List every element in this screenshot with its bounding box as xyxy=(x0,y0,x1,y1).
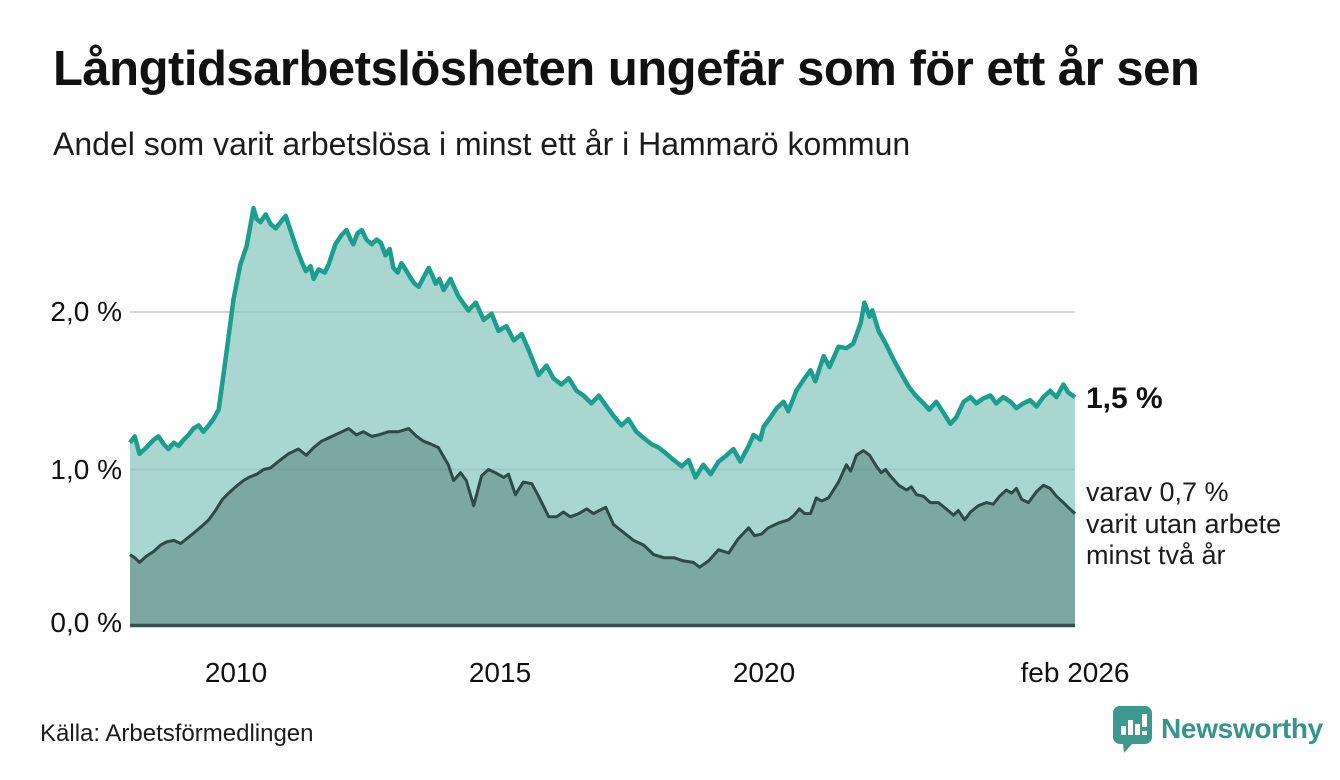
secondary-annotation: varav 0,7 % varit utan arbete minst två … xyxy=(1086,477,1281,572)
secondary-annotation-line-2: varit utan arbete xyxy=(1086,508,1282,539)
x-axis-label-2020: 2020 xyxy=(732,657,796,688)
chart-title: Långtidsarbetslösheten ungefär som för e… xyxy=(53,42,1200,96)
secondary-annotation-line-3: minst två år xyxy=(1086,540,1226,570)
x-axis-label-feb-2026: feb 2026 xyxy=(1020,657,1130,688)
newsworthy-wordmark: Newsworthy xyxy=(1161,713,1323,744)
y-axis-label-0pct: 0,0 % xyxy=(50,607,122,638)
series-2yr-area xyxy=(130,428,1075,627)
chart-subtitle: Andel som varit arbetslösa i minst ett å… xyxy=(53,126,911,162)
newsworthy-logo-icon xyxy=(1113,705,1152,753)
source-note: Källa: Arbetsförmedlingen xyxy=(40,720,314,747)
x-axis-label-2015: 2015 xyxy=(468,657,532,688)
y-axis-label-2pct: 2,0 % xyxy=(50,296,122,327)
series-1yr-line xyxy=(128,205,1077,480)
plot-area xyxy=(128,205,1077,628)
newsworthy-logo: Newsworthy xyxy=(1112,704,1323,754)
y-axis-label-1pct: 1,0 % xyxy=(50,454,122,485)
series-2yr-line xyxy=(129,427,1077,569)
x-axis-label-2010: 2010 xyxy=(204,657,268,688)
secondary-annotation-line-1: varav 0,7 % xyxy=(1086,477,1229,507)
end-value-label: 1,5 % xyxy=(1086,382,1163,415)
